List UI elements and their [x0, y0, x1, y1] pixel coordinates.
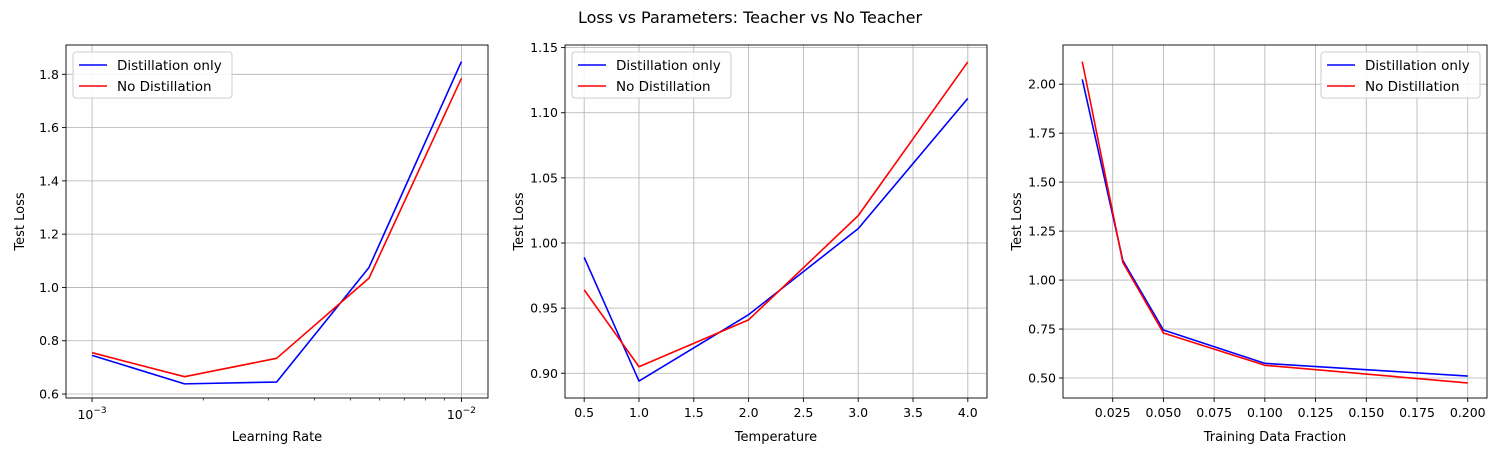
y-tick-label: 1.75: [1028, 126, 1056, 141]
x-axis-label: Temperature: [734, 430, 817, 445]
legend-label: No Distillation: [117, 79, 212, 95]
y-axis-label: Test Loss: [1010, 192, 1025, 251]
x-tick-label: 0.200: [1450, 405, 1486, 420]
series-line-no-distillation: [1081, 61, 1468, 384]
x-tick-label: 10−3: [77, 406, 106, 422]
chart-2: 0.5 1.0 1.5 2.0 2.5 3.0 3.5 4.0 0.90 0.95 1.00 1.05…: [512, 40, 988, 445]
y-tick-label: 0.90: [530, 366, 558, 381]
series-line-no-distillation: [91, 77, 463, 378]
legend-box: [72, 51, 233, 99]
x-axis-label: Learning Rate: [232, 430, 322, 445]
legend-label: No Distillation: [616, 79, 711, 95]
x-tick-label: 2.0: [739, 405, 759, 420]
plot-frame: [1062, 44, 1488, 399]
y-tick-label: 0.95: [530, 301, 558, 316]
legend-label: Distillation only: [117, 58, 222, 74]
series-line-distillation-only: [583, 97, 969, 382]
x-tick-label: 3.5: [903, 405, 923, 420]
y-axis-label: Test Loss: [512, 192, 527, 251]
x-tick-label: 0.125: [1298, 405, 1334, 420]
x-tick-label: 2.5: [793, 405, 813, 420]
y-tick-label: 1.05: [530, 170, 558, 185]
y-tick-label: 1.50: [1028, 175, 1056, 190]
y-tick-label: 1.0: [39, 280, 59, 295]
x-tick-label: 10−2: [447, 406, 476, 422]
x-tick-label: 0.075: [1196, 405, 1232, 420]
legend: Distillation only No Distillation: [571, 51, 732, 99]
x-tick-label: 3.0: [848, 405, 868, 420]
x-tick-label: 0.5: [574, 405, 594, 420]
y-tick-label: 1.00: [530, 235, 558, 250]
x-tick-label: 0.100: [1247, 405, 1283, 420]
subplots: 10−3 10−2 0.6 0.8 1.0 1.2 1.4 1.6 1.8 Learning Ra…: [13, 40, 1488, 445]
plot-frame: [65, 44, 489, 399]
x-axis-label: Training Data Fraction: [1203, 430, 1347, 445]
series-line-no-distillation: [583, 61, 969, 368]
chart-1: 10−3 10−2 0.6 0.8 1.0 1.2 1.4 1.6 1.8 Learning Ra…: [13, 44, 489, 445]
y-axis-label: Test Loss: [13, 192, 28, 251]
legend: Distillation only No Distillation: [1320, 51, 1481, 99]
y-tick-label: 1.2: [39, 227, 59, 242]
x-tick-label: 1.5: [684, 405, 704, 420]
y-tick-label: 1.15: [530, 40, 558, 55]
x-tick-label: 0.025: [1095, 405, 1131, 420]
y-tick-label: 1.10: [530, 105, 558, 120]
y-tick-label: 0.50: [1028, 371, 1056, 386]
figure-title: Loss vs Parameters: Teacher vs No Teache…: [578, 8, 922, 27]
legend-box: [1320, 51, 1481, 99]
x-tick-label: 0.050: [1146, 405, 1182, 420]
legend-box: [571, 51, 732, 99]
series-line-distillation-only: [91, 61, 463, 385]
x-tick-label: 4.0: [958, 405, 978, 420]
y-tick-label: 1.8: [39, 67, 59, 82]
series-line-distillation-only: [1081, 79, 1468, 377]
legend-label: Distillation only: [1365, 58, 1470, 74]
y-tick-label: 2.00: [1028, 77, 1056, 92]
legend-label: No Distillation: [1365, 79, 1460, 95]
legend-label: Distillation only: [616, 58, 721, 74]
x-tick-label: 0.175: [1399, 405, 1435, 420]
chart-3: 0.025 0.050 0.075 0.100 0.125 0.150 0.175 0.200…: [1010, 44, 1488, 445]
y-tick-label: 0.6: [39, 387, 59, 402]
legend: Distillation only No Distillation: [72, 51, 233, 99]
y-tick-label: 1.25: [1028, 224, 1056, 239]
x-tick-label: 0.150: [1348, 405, 1384, 420]
y-tick-label: 1.6: [39, 120, 59, 135]
y-tick-label: 0.8: [39, 333, 59, 348]
y-tick-label: 1.00: [1028, 273, 1056, 288]
plot-frame: [564, 44, 988, 399]
y-tick-label: 1.4: [39, 173, 59, 188]
y-tick-label: 0.75: [1028, 322, 1056, 337]
x-tick-label: 1.0: [629, 405, 649, 420]
